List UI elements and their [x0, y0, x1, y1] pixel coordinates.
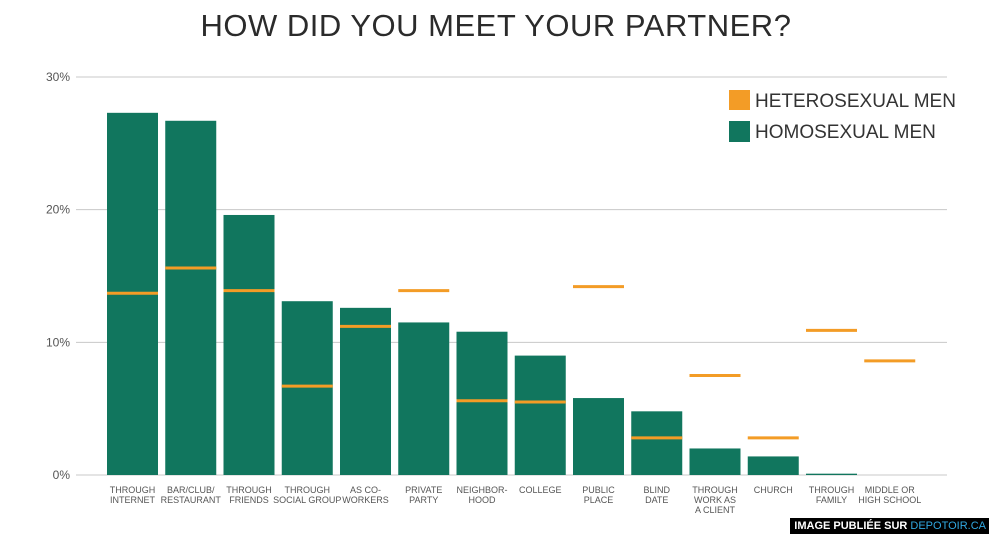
x-tick-label: INTERNET	[110, 495, 156, 505]
x-tick-label: FAMILY	[816, 495, 847, 505]
x-tick-label: NEIGHBOR-	[456, 485, 507, 495]
bars	[107, 112, 857, 475]
legend: HETEROSEXUAL MEN HOMOSEXUAL MEN	[729, 90, 956, 143]
bar-homosexual	[165, 120, 217, 475]
x-tick-label: PLACE	[584, 495, 614, 505]
grid: 0% 10% 20% 30%	[46, 70, 947, 482]
bar-homosexual	[573, 398, 624, 475]
x-tick-label: WORK AS	[694, 495, 736, 505]
bar-homosexual	[631, 411, 683, 475]
y-tick-label: 30%	[46, 70, 70, 84]
x-tick-label: THROUGH	[285, 485, 331, 495]
y-tick-label: 20%	[46, 203, 70, 217]
bar-homosexual	[456, 331, 508, 475]
chart-title: HOW DID YOU MEET YOUR PARTNER?	[201, 8, 792, 43]
x-tick-label: A CLIENT	[695, 505, 736, 515]
legend-swatch-heterosexual	[729, 90, 750, 110]
legend-label-homosexual: HOMOSEXUAL MEN	[755, 122, 936, 143]
y-tick-label: 0%	[53, 468, 71, 482]
legend-swatch-homosexual	[729, 121, 750, 142]
bar-homosexual	[398, 322, 450, 475]
x-tick-label: PARTY	[409, 495, 438, 505]
x-tick-label: HOOD	[469, 495, 497, 505]
y-tick-label: 10%	[46, 335, 70, 349]
bar-homosexual	[806, 473, 857, 475]
x-tick-label: FRIENDS	[229, 495, 269, 505]
x-tick-label: THROUGH	[692, 485, 738, 495]
bar-homosexual	[281, 301, 333, 475]
x-tick-label: BAR/CLUB/	[167, 485, 215, 495]
x-tick-label: WORKERS	[342, 495, 389, 505]
x-tick-label: CHURCH	[754, 485, 793, 495]
bar-homosexual	[689, 448, 741, 475]
x-tick-label: BLIND	[643, 485, 670, 495]
x-tick-label: AS CO-	[350, 485, 381, 495]
image-credit: IMAGE PUBLIÉE SUR DEPOTOIR.CA	[790, 518, 989, 534]
bar-homosexual	[747, 456, 799, 475]
x-tick-label: SOCIAL GROUP	[273, 495, 341, 505]
bar-homosexual	[340, 307, 391, 475]
x-axis-labels: THROUGHINTERNETBAR/CLUB/RESTAURANTTHROUG…	[110, 485, 922, 515]
bar-homosexual	[223, 214, 275, 475]
credit-site-link[interactable]: DEPOTOIR.CA	[910, 520, 986, 532]
x-tick-label: THROUGH	[809, 485, 855, 495]
x-tick-label: THROUGH	[110, 485, 156, 495]
x-tick-label: DATE	[645, 495, 668, 505]
x-tick-label: HIGH SCHOOL	[858, 495, 921, 505]
x-tick-label: COLLEGE	[519, 485, 562, 495]
x-tick-label: PRIVATE	[405, 485, 442, 495]
x-tick-label: PUBLIC	[582, 485, 615, 495]
legend-label-heterosexual: HETEROSEXUAL MEN	[755, 91, 956, 112]
bar-homosexual	[514, 355, 566, 475]
hetero-marks	[107, 266, 916, 440]
x-tick-label: MIDDLE OR	[865, 485, 916, 495]
x-tick-label: THROUGH	[226, 485, 272, 495]
x-tick-label: RESTAURANT	[161, 495, 222, 505]
credit-prefix: IMAGE PUBLIÉE SUR	[794, 520, 911, 532]
